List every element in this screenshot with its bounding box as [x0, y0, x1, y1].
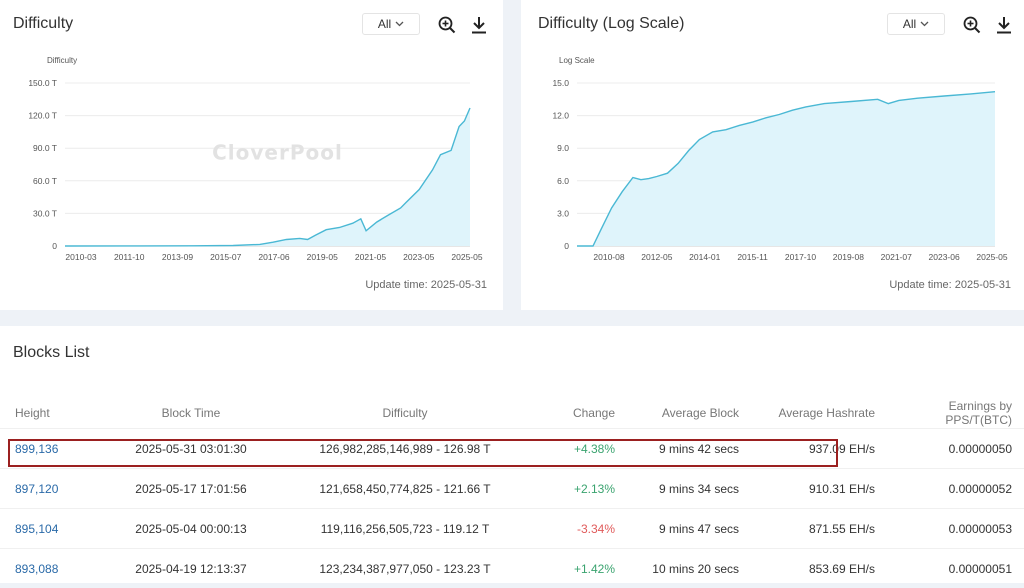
block-time: 2025-04-19 12:13:37 [99, 549, 283, 588]
x-tick-label: 2025-05 [976, 252, 1007, 262]
block-height-link[interactable]: 893,088 [15, 562, 58, 576]
y-axis-label: Log Scale [559, 56, 595, 65]
column-header-block-time: Block Time [99, 398, 283, 429]
y-tick-label: 0 [52, 241, 57, 251]
column-header-average-hashrate: Average Hashrate [751, 398, 887, 429]
x-tick-label: 2019-05 [307, 252, 338, 262]
block-difficulty: 119,116,256,505,723 - 119.12 T [283, 509, 527, 549]
y-tick-label: 150.0 T [28, 78, 57, 88]
x-tick-label: 2025-05 [451, 252, 482, 262]
y-tick-label: 3.0 [557, 208, 569, 218]
difficulty-chart: Difficulty 0 30.0 T 60.0 T 90.0 T 120.0 T 150.… [0, 50, 503, 270]
difficulty-change: -3.34% [527, 509, 627, 549]
block-height-link[interactable]: 895,104 [15, 522, 58, 536]
average-hashrate: 910.31 EH/s [751, 469, 887, 509]
x-tick-label: 2013-09 [162, 252, 193, 262]
y-tick-label: 120.0 T [28, 111, 57, 121]
difficulty-change: +4.38% [527, 429, 627, 469]
average-block: 9 mins 34 secs [627, 469, 751, 509]
range-select-value: All [378, 17, 391, 31]
earnings: 0.00000051 [887, 549, 1024, 588]
x-tick-label: 2023-05 [403, 252, 434, 262]
x-tick-label: 2017-10 [785, 252, 816, 262]
average-hashrate: 937.09 EH/s [751, 429, 887, 469]
earnings: 0.00000050 [887, 429, 1024, 469]
x-tick-label: 2017-06 [258, 252, 289, 262]
column-header-average-block: Average Block [627, 398, 751, 429]
average-block: 9 mins 42 secs [627, 429, 751, 469]
column-header-difficulty: Difficulty [283, 398, 527, 429]
x-tick-label: 2010-03 [65, 252, 96, 262]
block-time: 2025-05-04 00:00:13 [99, 509, 283, 549]
zoom-in-icon[interactable] [963, 16, 981, 34]
difficulty-change: +1.42% [527, 549, 627, 588]
earnings: 0.00000052 [887, 469, 1024, 509]
range-select[interactable]: All [887, 13, 945, 35]
x-tick-label: 2014-01 [689, 252, 720, 262]
update-time: Update time: 2025-05-31 [365, 279, 487, 291]
difficulty-log-chart-panel: Difficulty (Log Scale) All Log Scale 0 3.0… [521, 0, 1024, 310]
blocks-list-title: Blocks List [13, 344, 89, 362]
x-tick-label: 2021-05 [355, 252, 386, 262]
x-tick-label: 2019-08 [833, 252, 864, 262]
block-difficulty: 123,234,387,977,050 - 123.23 T [283, 549, 527, 588]
series-area [65, 108, 470, 246]
chart-title: Difficulty (Log Scale) [538, 15, 684, 33]
block-height-link[interactable]: 899,136 [15, 442, 58, 456]
zoom-in-icon[interactable] [438, 16, 456, 34]
average-hashrate: 853.69 EH/s [751, 549, 887, 588]
y-tick-label: 15.0 [552, 78, 569, 88]
y-tick-label: 0 [564, 241, 569, 251]
range-select-value: All [903, 17, 916, 31]
chart-title: Difficulty [13, 15, 73, 33]
table-row: 895,104 2025-05-04 00:00:13 119,116,256,… [0, 509, 1024, 549]
x-tick-label: 2010-08 [593, 252, 624, 262]
column-header-change: Change [527, 398, 627, 429]
average-block: 9 mins 47 secs [627, 509, 751, 549]
y-tick-label: 90.0 T [33, 143, 57, 153]
difficulty-change: +2.13% [527, 469, 627, 509]
table-row: 893,088 2025-04-19 12:13:37 123,234,387,… [0, 549, 1024, 588]
column-header-height: Height [0, 398, 99, 429]
chevron-down-icon [395, 21, 404, 27]
earnings: 0.00000053 [887, 509, 1024, 549]
series-area [577, 92, 995, 246]
average-hashrate: 871.55 EH/s [751, 509, 887, 549]
difficulty-log-chart: Log Scale 0 3.0 6.0 9.0 12.0 15.0 2010-08 2012-0… [521, 50, 1024, 270]
x-tick-label: 2012-05 [641, 252, 672, 262]
blocks-table: Height Block Time Difficulty Change Aver… [0, 398, 1024, 588]
y-tick-label: 9.0 [557, 143, 569, 153]
x-tick-label: 2015-11 [737, 252, 768, 262]
x-tick-label: 2011-10 [114, 252, 145, 262]
table-row: 897,120 2025-05-17 17:01:56 121,658,450,… [0, 469, 1024, 509]
table-row: 899,136 2025-05-31 03:01:30 126,982,285,… [0, 429, 1024, 469]
block-height-link[interactable]: 897,120 [15, 482, 58, 496]
block-difficulty: 121,658,450,774,825 - 121.66 T [283, 469, 527, 509]
range-select[interactable]: All [362, 13, 420, 35]
x-tick-label: 2021-07 [881, 252, 912, 262]
difficulty-chart-panel: Difficulty All Difficulty 0 30.0 T 60.0 T 90… [0, 0, 503, 310]
block-time: 2025-05-31 03:01:30 [99, 429, 283, 469]
y-tick-label: 60.0 T [33, 176, 57, 186]
average-block: 10 mins 20 secs [627, 549, 751, 588]
download-icon[interactable] [470, 16, 488, 34]
blocks-list-panel: Blocks List Height Block Time Difficulty… [0, 326, 1024, 583]
block-time: 2025-05-17 17:01:56 [99, 469, 283, 509]
update-time: Update time: 2025-05-31 [889, 279, 1011, 291]
x-tick-label: 2023-06 [929, 252, 960, 262]
table-header-row: Height Block Time Difficulty Change Aver… [0, 398, 1024, 429]
y-tick-label: 30.0 T [33, 208, 57, 218]
column-header-earnings: Earnings by PPS/T(BTC) [887, 398, 1024, 429]
x-tick-label: 2015-07 [210, 252, 241, 262]
chevron-down-icon [920, 21, 929, 27]
watermark-logo: CloverPool [212, 141, 343, 165]
y-tick-label: 6.0 [557, 176, 569, 186]
block-difficulty: 126,982,285,146,989 - 126.98 T [283, 429, 527, 469]
y-axis-label: Difficulty [47, 56, 77, 65]
y-tick-label: 12.0 [552, 111, 569, 121]
download-icon[interactable] [995, 16, 1013, 34]
